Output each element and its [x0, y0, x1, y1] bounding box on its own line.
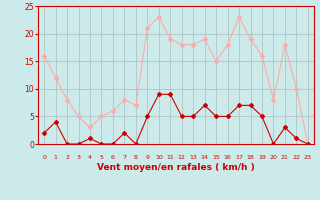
X-axis label: Vent moyen/en rafales ( km/h ): Vent moyen/en rafales ( km/h ) [97, 163, 255, 172]
